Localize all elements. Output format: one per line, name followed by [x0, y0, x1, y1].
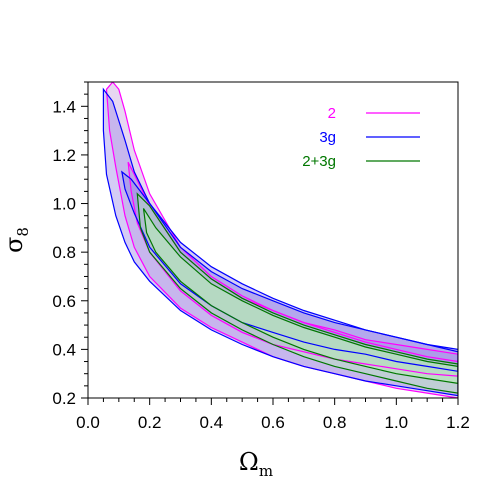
- x-tick-label: 0.6: [261, 413, 285, 432]
- y-axis-subscript: 8: [14, 227, 32, 237]
- x-tick-label: 0.0: [76, 413, 100, 432]
- y-axis-ticks: 0.2 0.4 0.6 0.8 1.0 1.2 1.4: [52, 81, 88, 408]
- y-tick-label: 1.4: [52, 97, 76, 116]
- y-tick-label: 1.0: [52, 195, 76, 214]
- x-tick-label: 0.8: [323, 413, 347, 432]
- x-axis-symbol: Ω: [239, 448, 259, 476]
- contour-outer-2: [105, 82, 458, 398]
- contour-inner-2-3g: [142, 208, 458, 385]
- legend: 2 3g 2+3g: [302, 105, 420, 170]
- legend-label: 3g: [319, 129, 336, 146]
- y-tick-label: 0.4: [52, 340, 76, 359]
- y-axis-title: σ8: [0, 227, 32, 253]
- y-tick-label: 0.6: [52, 292, 76, 311]
- legend-label: 2: [328, 105, 336, 122]
- x-tick-label: 1.2: [446, 413, 470, 432]
- x-axis-ticks: 0.0 0.2 0.4 0.6 0.8 1.0 1.2: [76, 398, 470, 432]
- contour-outer-3g: [102, 87, 458, 397]
- contour-outer-2-3g: [136, 192, 458, 394]
- x-tick-label: 0.4: [200, 413, 224, 432]
- confidence-contours: [102, 82, 458, 398]
- y-tick-label: 0.8: [52, 243, 76, 262]
- y-tick-label: 0.2: [52, 389, 76, 408]
- confidence-fills: [103, 82, 458, 398]
- legend-label: 2+3g: [302, 153, 336, 170]
- y-tick-label: 1.2: [52, 146, 76, 165]
- x-axis-subscript: m: [259, 462, 273, 480]
- x-tick-label: 0.2: [138, 413, 162, 432]
- contour-inner-3g: [121, 170, 458, 372]
- x-tick-label: 1.0: [385, 413, 409, 432]
- x-axis-title: Ωm: [239, 448, 273, 480]
- y-axis-symbol: σ: [0, 237, 28, 253]
